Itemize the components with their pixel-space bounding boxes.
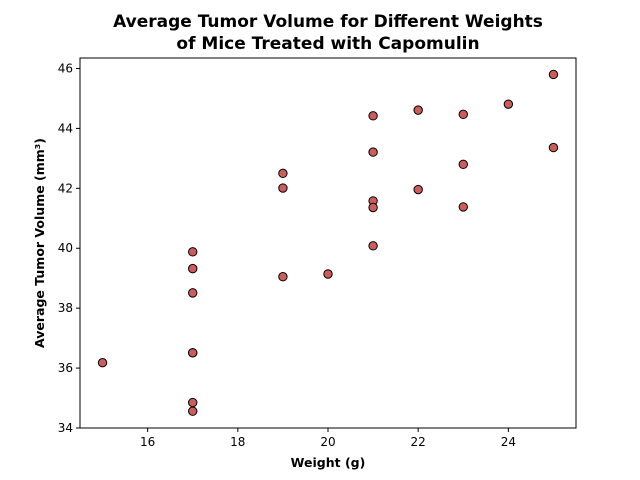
x-tick-label: 24 bbox=[501, 435, 516, 449]
data-point bbox=[188, 263, 198, 274]
x-tick-label: 20 bbox=[320, 435, 335, 449]
data-point bbox=[368, 202, 378, 213]
data-point bbox=[188, 397, 198, 408]
data-point bbox=[503, 99, 514, 109]
data-point bbox=[188, 348, 198, 358]
y-axis-label: Average Tumor Volume (mm³) bbox=[32, 138, 47, 348]
data-point bbox=[413, 184, 423, 195]
y-tick-label: 40 bbox=[58, 241, 73, 255]
data-point bbox=[188, 288, 198, 298]
y-tick-label: 36 bbox=[58, 361, 73, 375]
y-tick-label: 34 bbox=[58, 421, 73, 435]
data-point bbox=[413, 105, 423, 115]
data-points bbox=[97, 69, 559, 416]
chart-title-line-2: of Mice Treated with Capomulin bbox=[176, 34, 479, 54]
data-point bbox=[458, 159, 468, 170]
y-axis-ticks: 34 36 38 40 42 44 46 bbox=[58, 61, 80, 435]
x-tick-label: 16 bbox=[140, 435, 155, 449]
data-point bbox=[278, 168, 288, 179]
data-point bbox=[368, 147, 378, 157]
data-point bbox=[97, 357, 108, 368]
data-point bbox=[188, 406, 198, 416]
data-point bbox=[188, 247, 198, 257]
chart-title-line-1: Average Tumor Volume for Different Weigh… bbox=[113, 12, 543, 32]
x-tick-label: 18 bbox=[230, 435, 245, 449]
y-tick-label: 42 bbox=[58, 181, 73, 195]
data-point bbox=[458, 109, 468, 120]
x-tick-label: 22 bbox=[411, 435, 426, 449]
data-point bbox=[368, 111, 378, 121]
data-point bbox=[323, 269, 333, 279]
x-axis-ticks: 16 18 20 22 24 bbox=[140, 428, 516, 449]
plot-area-frame bbox=[79, 57, 577, 429]
data-point bbox=[368, 241, 378, 251]
data-point bbox=[548, 69, 559, 80]
y-tick-label: 38 bbox=[58, 301, 73, 315]
data-point bbox=[278, 272, 288, 282]
data-point bbox=[278, 183, 288, 193]
x-axis-label: Weight (g) bbox=[291, 455, 366, 470]
y-tick-label: 44 bbox=[58, 121, 73, 135]
y-tick-label: 46 bbox=[58, 61, 73, 75]
data-point bbox=[458, 202, 468, 212]
data-point bbox=[548, 142, 559, 153]
